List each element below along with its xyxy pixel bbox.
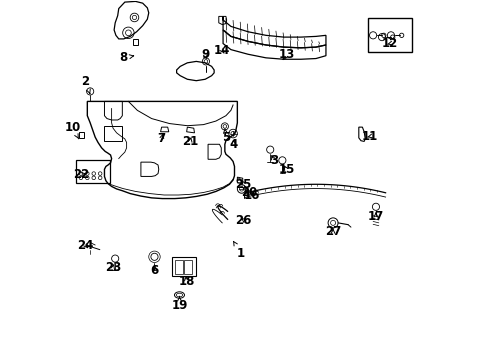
Text: 1: 1	[233, 242, 244, 260]
Text: 26: 26	[235, 213, 251, 226]
Text: 15: 15	[278, 163, 294, 176]
Bar	[367, 18, 411, 52]
Bar	[183, 260, 191, 274]
Text: 18: 18	[178, 275, 194, 288]
Text: 3: 3	[269, 154, 277, 167]
Text: 10: 10	[64, 121, 81, 139]
Bar	[172, 257, 195, 276]
Text: 6: 6	[150, 264, 158, 276]
Text: 4: 4	[229, 138, 238, 151]
Bar	[175, 260, 183, 274]
Bar	[76, 159, 110, 183]
Text: 14: 14	[214, 44, 230, 57]
Text: 7: 7	[157, 132, 165, 145]
Text: 21: 21	[182, 135, 198, 148]
Text: 12: 12	[381, 37, 398, 50]
Text: 19: 19	[171, 296, 187, 312]
Text: 27: 27	[325, 225, 341, 238]
Text: 9: 9	[201, 48, 209, 61]
Text: 20: 20	[240, 186, 256, 199]
Text: 11: 11	[362, 130, 378, 143]
Text: 5: 5	[222, 129, 229, 144]
Text: 13: 13	[278, 48, 294, 61]
Text: 22: 22	[73, 168, 89, 181]
Text: 25: 25	[235, 178, 251, 191]
Text: 16: 16	[243, 189, 259, 202]
Text: 2: 2	[81, 75, 90, 94]
Text: 23: 23	[105, 261, 121, 274]
Text: 24: 24	[77, 239, 94, 252]
Text: 8: 8	[120, 51, 133, 64]
Text: 17: 17	[367, 210, 383, 223]
